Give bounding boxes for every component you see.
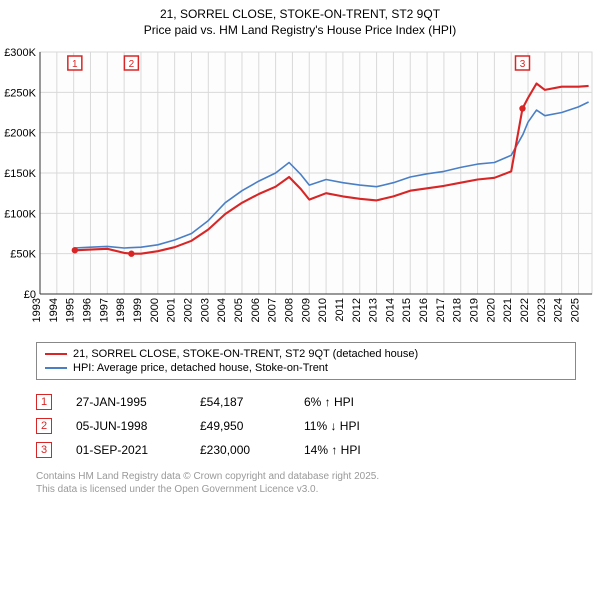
- sale-date: 27-JAN-1995: [76, 395, 176, 409]
- svg-text:1996: 1996: [81, 298, 93, 322]
- svg-text:2005: 2005: [233, 298, 245, 322]
- svg-text:2001: 2001: [166, 298, 178, 322]
- svg-text:2019: 2019: [469, 298, 481, 322]
- svg-text:2016: 2016: [418, 298, 430, 322]
- sale-date: 05-JUN-1998: [76, 419, 176, 433]
- title-line2: Price paid vs. HM Land Registry's House …: [0, 22, 600, 38]
- svg-text:2: 2: [129, 59, 135, 70]
- svg-text:1: 1: [72, 59, 78, 70]
- svg-text:2023: 2023: [536, 298, 548, 322]
- legend-item: 21, SORREL CLOSE, STOKE-ON-TRENT, ST2 9Q…: [45, 347, 567, 361]
- sale-row: 2 05-JUN-1998 £49,950 11% ↓ HPI: [36, 414, 576, 438]
- legend-item: HPI: Average price, detached house, Stok…: [45, 361, 567, 375]
- attribution-footer: Contains HM Land Registry data © Crown c…: [36, 470, 576, 496]
- svg-text:2024: 2024: [553, 298, 565, 322]
- title-line1: 21, SORREL CLOSE, STOKE-ON-TRENT, ST2 9Q…: [0, 6, 600, 22]
- svg-text:2013: 2013: [368, 298, 380, 322]
- svg-text:£200K: £200K: [4, 128, 36, 140]
- svg-text:2017: 2017: [435, 298, 447, 322]
- svg-text:2003: 2003: [199, 298, 211, 322]
- svg-text:2002: 2002: [182, 298, 194, 322]
- svg-text:2010: 2010: [317, 298, 329, 322]
- svg-text:2022: 2022: [519, 298, 531, 322]
- svg-text:2004: 2004: [216, 298, 228, 322]
- svg-text:1998: 1998: [115, 298, 127, 322]
- svg-text:2015: 2015: [401, 298, 413, 322]
- svg-text:2012: 2012: [351, 298, 363, 322]
- sale-delta: 6% ↑ HPI: [304, 395, 394, 409]
- svg-text:2000: 2000: [149, 298, 161, 322]
- sale-row: 3 01-SEP-2021 £230,000 14% ↑ HPI: [36, 438, 576, 462]
- legend-label: 21, SORREL CLOSE, STOKE-ON-TRENT, ST2 9Q…: [73, 348, 418, 360]
- legend: 21, SORREL CLOSE, STOKE-ON-TRENT, ST2 9Q…: [36, 342, 576, 380]
- svg-text:£300K: £300K: [4, 47, 36, 59]
- svg-text:1997: 1997: [98, 298, 110, 322]
- svg-text:2025: 2025: [570, 298, 582, 322]
- svg-text:2014: 2014: [384, 298, 396, 322]
- sale-price: £230,000: [200, 443, 280, 457]
- legend-swatch: [45, 353, 67, 355]
- svg-text:2018: 2018: [452, 298, 464, 322]
- svg-text:2021: 2021: [502, 298, 514, 322]
- footer-line1: Contains HM Land Registry data © Crown c…: [36, 470, 576, 483]
- svg-text:2020: 2020: [485, 298, 497, 322]
- chart-area: £0£50K£100K£150K£200K£250K£300K199319941…: [0, 44, 600, 334]
- svg-text:2007: 2007: [267, 298, 279, 322]
- price-chart: £0£50K£100K£150K£200K£250K£300K199319941…: [0, 44, 600, 334]
- svg-text:1994: 1994: [48, 298, 60, 322]
- sale-delta: 11% ↓ HPI: [304, 419, 394, 433]
- sale-marker: 3: [36, 442, 52, 458]
- sale-marker: 1: [36, 394, 52, 410]
- svg-text:£50K: £50K: [10, 249, 36, 261]
- sales-table: 1 27-JAN-1995 £54,187 6% ↑ HPI 2 05-JUN-1998 £…: [36, 390, 576, 462]
- sale-date: 01-SEP-2021: [76, 443, 176, 457]
- sale-marker: 2: [36, 418, 52, 434]
- svg-text:2006: 2006: [250, 298, 262, 322]
- svg-text:3: 3: [520, 59, 526, 70]
- legend-label: HPI: Average price, detached house, Stok…: [73, 362, 328, 374]
- sale-row: 1 27-JAN-1995 £54,187 6% ↑ HPI: [36, 390, 576, 414]
- legend-swatch: [45, 367, 67, 369]
- svg-text:1993: 1993: [31, 298, 43, 322]
- svg-text:£150K: £150K: [4, 168, 36, 180]
- sale-price: £49,950: [200, 419, 280, 433]
- svg-text:2009: 2009: [300, 298, 312, 322]
- svg-text:1995: 1995: [65, 298, 77, 322]
- svg-text:2011: 2011: [334, 298, 346, 322]
- svg-text:£100K: £100K: [4, 209, 36, 221]
- sale-delta: 14% ↑ HPI: [304, 443, 394, 457]
- chart-title: 21, SORREL CLOSE, STOKE-ON-TRENT, ST2 9Q…: [0, 0, 600, 38]
- sale-price: £54,187: [200, 395, 280, 409]
- svg-text:£250K: £250K: [4, 88, 36, 100]
- svg-text:2008: 2008: [283, 298, 295, 322]
- svg-text:1999: 1999: [132, 298, 144, 322]
- footer-line2: This data is licensed under the Open Gov…: [36, 483, 576, 496]
